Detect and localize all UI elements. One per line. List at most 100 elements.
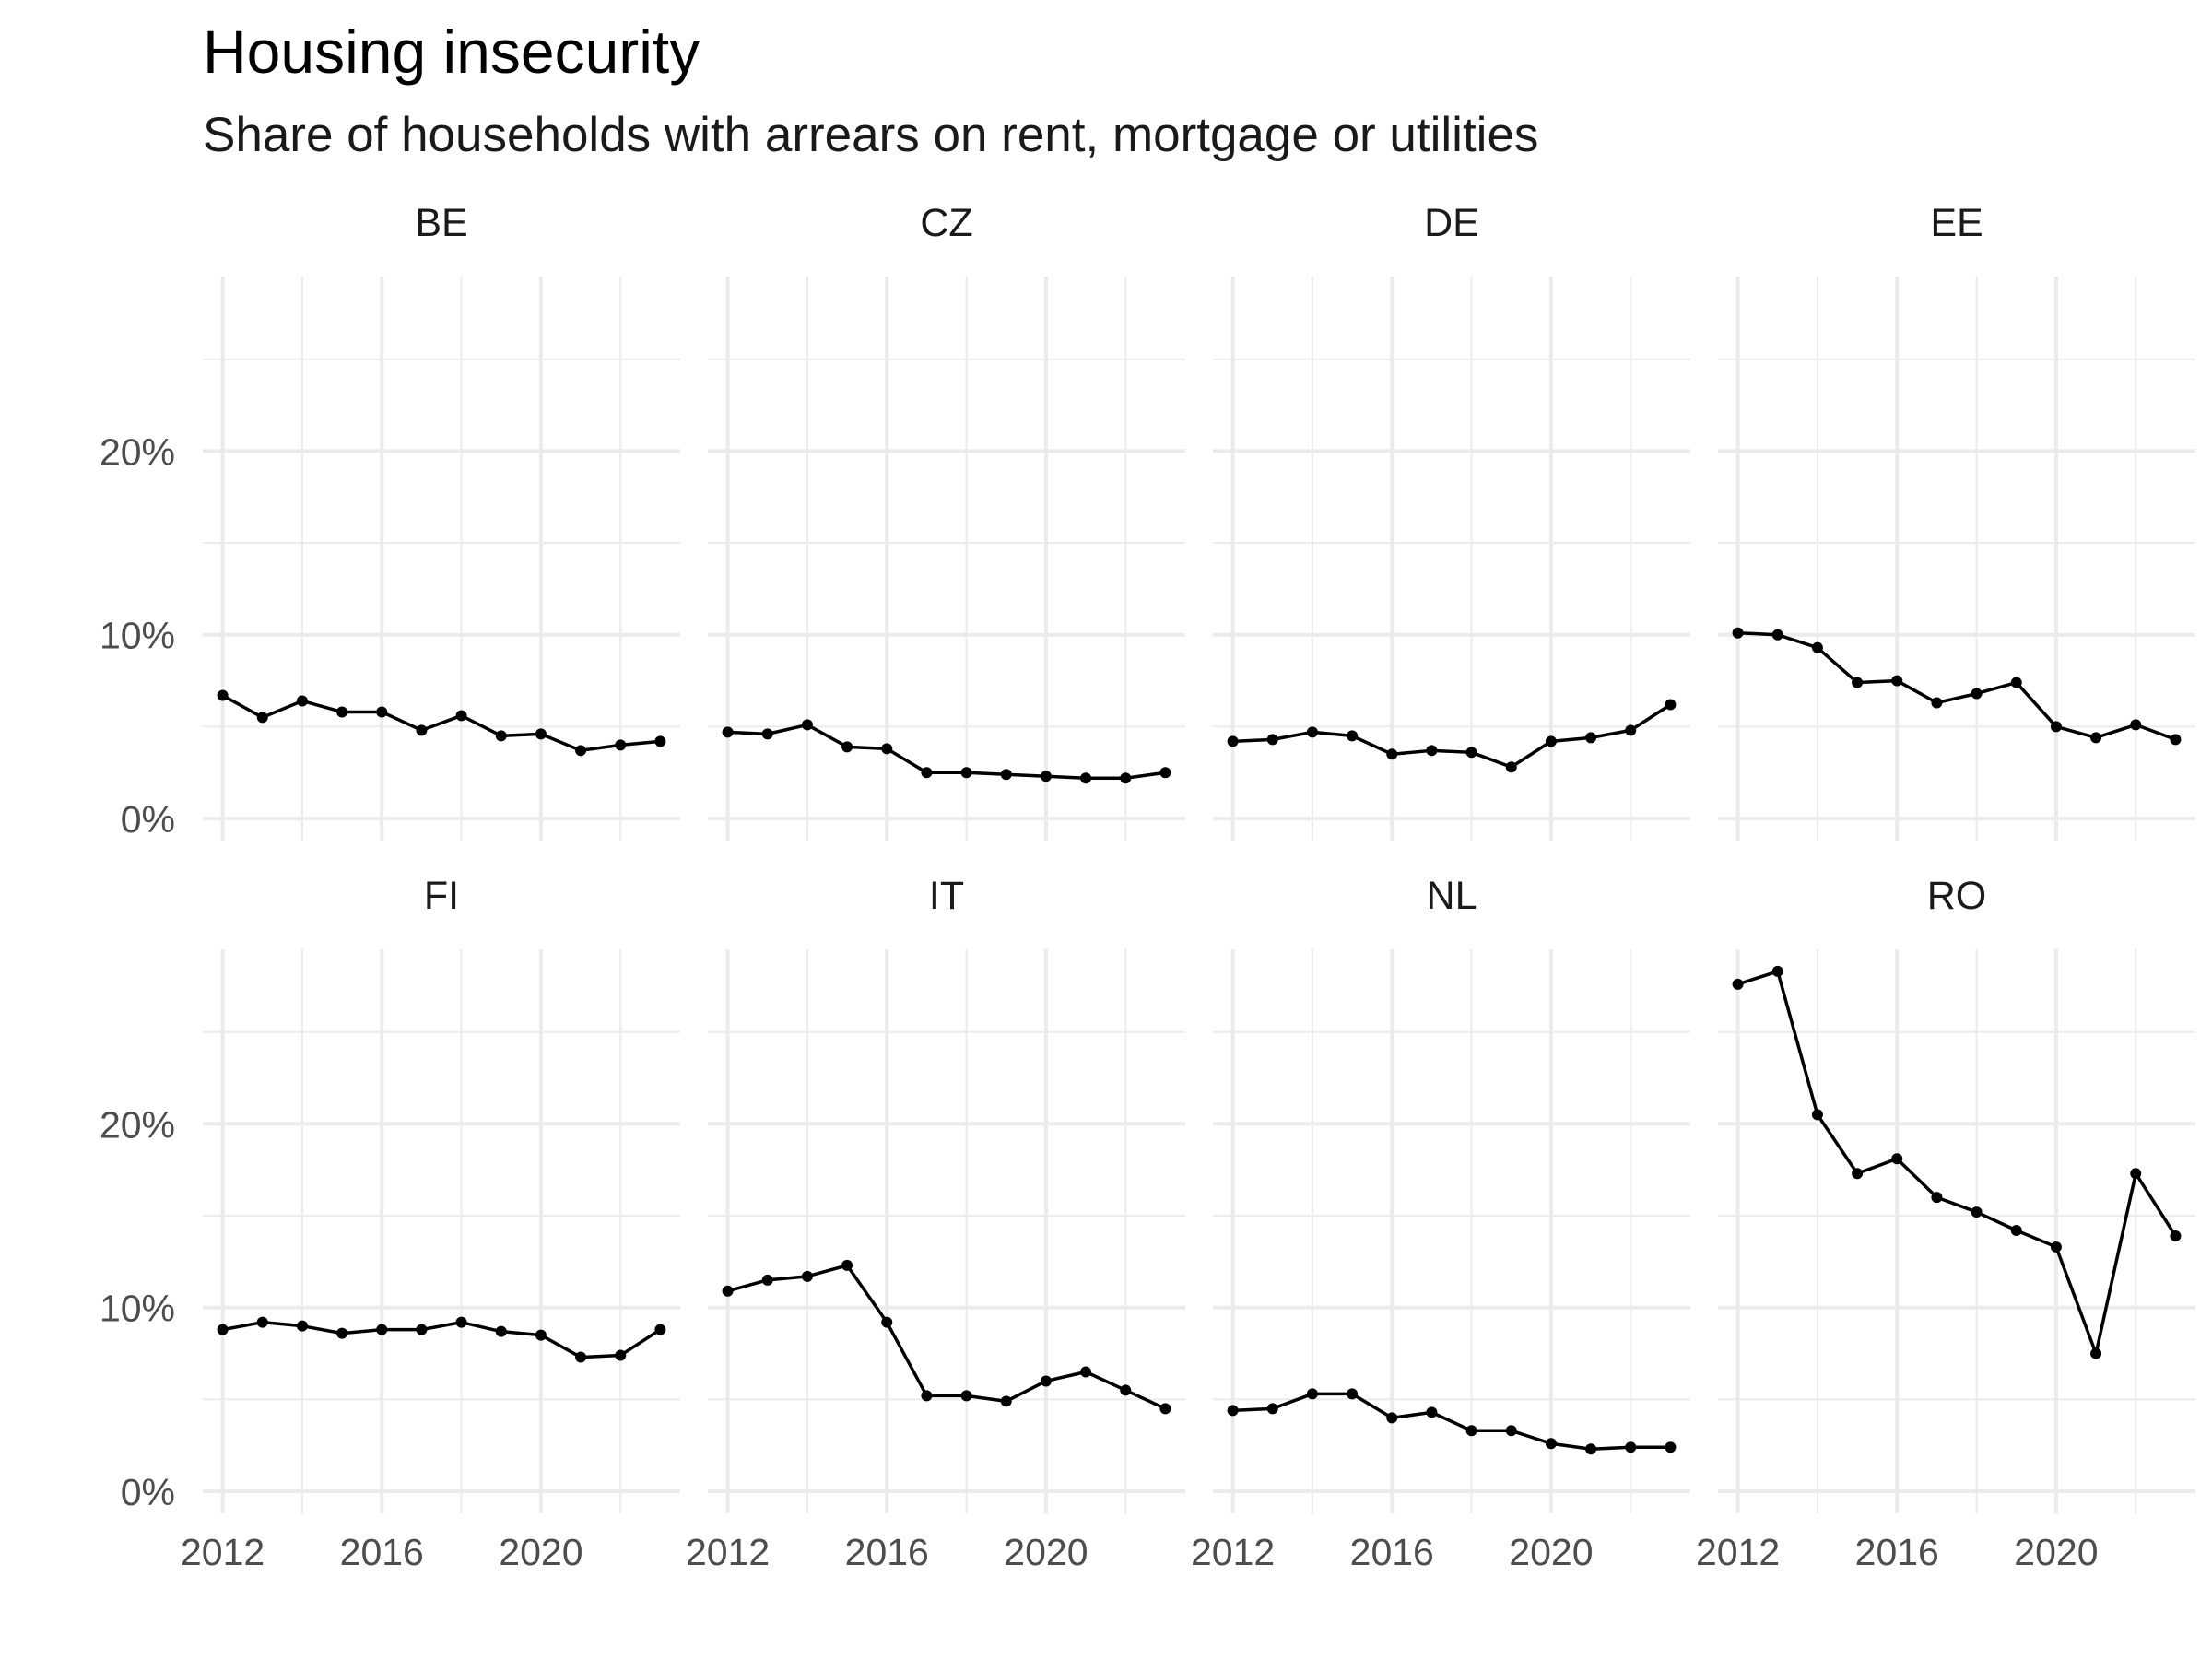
data-point — [654, 1324, 666, 1335]
data-point — [1891, 1153, 1903, 1165]
x-tick-label: 2012 — [1696, 1531, 1780, 1573]
series-line-nl — [1232, 1392, 1671, 1451]
data-point — [761, 728, 773, 740]
series-line-cz — [727, 723, 1166, 780]
facet-label-be: BE — [415, 201, 467, 245]
data-point — [495, 730, 507, 742]
data-point — [2170, 1230, 2182, 1241]
data-point — [2130, 719, 2142, 731]
data-point — [960, 767, 972, 779]
data-point — [1040, 771, 1052, 782]
data-point — [1931, 1192, 1943, 1204]
data-point — [1931, 697, 1943, 709]
data-point — [336, 1327, 348, 1339]
x-tick-label: 2016 — [845, 1531, 929, 1573]
data-point — [1000, 769, 1012, 781]
series-line-fi — [222, 1320, 662, 1359]
facet-label-de: DE — [1424, 201, 1479, 245]
x-tick-label: 2012 — [181, 1531, 265, 1573]
series-line-ee — [1737, 630, 2177, 741]
data-point — [1120, 1384, 1132, 1396]
facet-panel-be: BE 0% 10% 20% — [100, 201, 680, 841]
facet-panel-cz: CZ — [708, 201, 1185, 841]
data-point — [2090, 1347, 2102, 1359]
data-point — [1585, 1443, 1597, 1455]
data-point — [921, 1390, 933, 1402]
x-tick-label: 2020 — [1509, 1531, 1593, 1573]
x-tick-label: 2020 — [2014, 1531, 2098, 1573]
data-point — [615, 1349, 627, 1361]
data-point — [881, 1316, 893, 1328]
data-point — [1505, 1425, 1517, 1437]
data-point — [217, 689, 229, 701]
data-point — [2050, 721, 2062, 733]
data-point — [1811, 1109, 1823, 1121]
data-point — [256, 1316, 268, 1328]
data-point — [761, 1274, 773, 1286]
y-tick-label: 10% — [100, 1288, 175, 1330]
data-point — [801, 719, 813, 731]
data-point — [1585, 732, 1597, 744]
data-point — [1040, 1375, 1052, 1387]
data-point — [376, 1324, 388, 1335]
data-point — [1347, 730, 1359, 742]
facet-panel-ro: RO 2012 2016 2020 — [1696, 874, 2195, 1573]
y-tick-label: 10% — [100, 615, 175, 657]
data-point — [1665, 699, 1677, 711]
data-point — [2010, 1225, 2022, 1237]
data-point — [1426, 1406, 1438, 1418]
data-point — [1732, 978, 1744, 990]
data-point — [1347, 1388, 1359, 1400]
y-tick-label: 20% — [100, 1103, 175, 1146]
data-point — [2170, 734, 2182, 746]
data-point — [1306, 1388, 1318, 1400]
data-point — [1971, 1206, 1983, 1218]
chart-title: Housing insecurity — [203, 18, 700, 86]
data-point — [841, 741, 853, 753]
data-point — [960, 1390, 972, 1402]
data-point — [376, 706, 388, 718]
data-point — [1545, 1438, 1557, 1450]
x-tick-label: 2016 — [340, 1531, 424, 1573]
x-tick-label: 2016 — [1350, 1531, 1434, 1573]
data-point — [455, 710, 467, 722]
data-point — [722, 1285, 734, 1297]
data-point — [1159, 1403, 1171, 1415]
data-point — [1426, 745, 1438, 757]
data-point — [1465, 747, 1477, 759]
data-point — [2130, 1168, 2142, 1180]
data-point — [535, 1329, 547, 1341]
data-point — [1771, 629, 1783, 641]
y-tick-label: 20% — [100, 430, 175, 473]
data-point — [1732, 627, 1744, 639]
data-point — [1811, 641, 1823, 653]
data-point — [1625, 1441, 1637, 1453]
facet-label-fi: FI — [424, 874, 459, 918]
data-point — [1080, 772, 1092, 784]
data-point — [575, 1351, 587, 1363]
data-point — [841, 1259, 853, 1271]
data-point — [1891, 675, 1903, 687]
data-point — [296, 1320, 308, 1332]
data-point — [416, 724, 428, 736]
data-point — [296, 695, 308, 707]
x-tick-label: 2012 — [686, 1531, 770, 1573]
data-point — [1266, 1403, 1278, 1415]
facet-label-ee: EE — [1930, 201, 1983, 245]
data-point — [1227, 1405, 1239, 1417]
data-point — [881, 743, 893, 755]
data-point — [801, 1270, 813, 1282]
data-point — [1266, 734, 1278, 746]
facet-label-ro: RO — [1927, 874, 1987, 918]
series-line-be — [221, 693, 661, 753]
x-tick-label: 2016 — [1855, 1531, 1939, 1573]
chart-subtitle: Share of households with arrears on rent… — [203, 108, 1539, 162]
data-point — [217, 1324, 229, 1335]
data-point — [1665, 1441, 1677, 1453]
y-tick-label: 0% — [121, 798, 175, 841]
data-point — [336, 706, 348, 718]
facet-panel-fi: FI 0% 10% 20% 2012 2016 2020 — [100, 874, 680, 1573]
data-point — [654, 735, 666, 747]
series-line-it — [727, 1264, 1167, 1410]
